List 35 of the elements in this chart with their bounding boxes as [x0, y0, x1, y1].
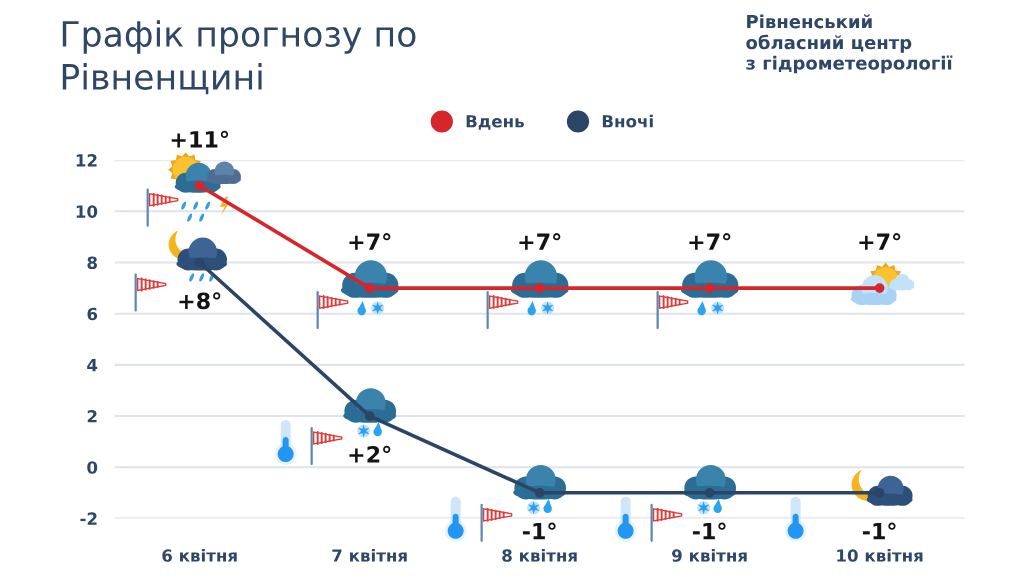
- point: [194, 257, 205, 268]
- x-tick-label: 9 квітня: [672, 548, 747, 562]
- data-label: +8°: [179, 292, 221, 310]
- point: [534, 283, 545, 293]
- y-tick-label: -2: [80, 512, 97, 525]
- data-label: +7°: [349, 233, 391, 250]
- x-tick-label: 10 квітня: [837, 548, 923, 562]
- y-tick-label: 4: [87, 359, 98, 372]
- data-label: -1°: [862, 522, 896, 540]
- legend-label: Вночі: [602, 114, 653, 128]
- data-label: +11°: [171, 130, 229, 148]
- data-label: -1°: [692, 522, 726, 540]
- data-label: +7°: [689, 233, 731, 250]
- y-tick-label: 8: [87, 256, 97, 270]
- y-tick-label: 2: [87, 410, 97, 423]
- point: [364, 411, 375, 421]
- data-label: +7°: [519, 233, 561, 250]
- point: [534, 487, 545, 498]
- chart-title: Графік прогнозу по Рівненщині: [62, 20, 416, 95]
- data-label: +2°: [349, 445, 391, 463]
- point: [704, 487, 715, 498]
- data-label: -1°: [522, 522, 556, 540]
- x-tick-label: 7 квітня: [332, 548, 407, 562]
- point: [364, 283, 375, 293]
- data-label: +7°: [859, 233, 901, 250]
- x-tick-label: 8 квітня: [502, 548, 577, 562]
- x-tick-label: 6 квітня: [162, 548, 237, 562]
- point: [194, 180, 205, 191]
- y-tick-label: 10: [76, 205, 98, 218]
- point: [704, 283, 715, 293]
- y-tick-label: 6: [87, 307, 98, 321]
- y-tick-label: 0: [87, 461, 98, 474]
- text: Рівненський обласний центр з гідрометеорології: [746, 14, 953, 74]
- legend-label: Вдень: [466, 115, 524, 130]
- y-tick-label: 12: [76, 154, 97, 167]
